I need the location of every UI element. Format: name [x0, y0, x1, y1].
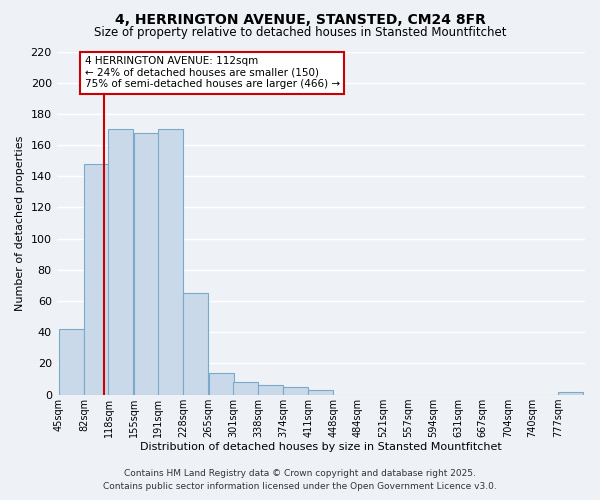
Bar [209, 373, 233, 394]
Bar [84, 164, 109, 394]
X-axis label: Distribution of detached houses by size in Stansted Mountfitchet: Distribution of detached houses by size … [140, 442, 502, 452]
Bar [233, 382, 258, 394]
Text: 4 HERRINGTON AVENUE: 112sqm
← 24% of detached houses are smaller (150)
75% of se: 4 HERRINGTON AVENUE: 112sqm ← 24% of det… [85, 56, 340, 90]
Bar [134, 132, 158, 394]
Text: Size of property relative to detached houses in Stansted Mountfitchet: Size of property relative to detached ho… [94, 26, 506, 39]
Text: Contains HM Land Registry data © Crown copyright and database right 2025.
Contai: Contains HM Land Registry data © Crown c… [103, 470, 497, 491]
Bar [109, 130, 133, 394]
Bar [184, 294, 208, 394]
Bar [308, 390, 333, 394]
Bar [259, 386, 283, 394]
Bar [558, 392, 583, 394]
Bar [158, 130, 183, 394]
Bar [59, 329, 83, 394]
Bar [283, 387, 308, 394]
Y-axis label: Number of detached properties: Number of detached properties [15, 136, 25, 311]
Text: 4, HERRINGTON AVENUE, STANSTED, CM24 8FR: 4, HERRINGTON AVENUE, STANSTED, CM24 8FR [115, 12, 485, 26]
